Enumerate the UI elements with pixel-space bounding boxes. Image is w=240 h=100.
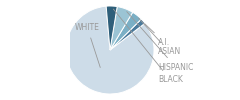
Text: WHITE: WHITE	[75, 24, 100, 68]
Wedge shape	[110, 7, 133, 50]
Wedge shape	[66, 6, 154, 94]
Text: A.I.: A.I.	[144, 24, 170, 46]
Wedge shape	[106, 6, 117, 50]
Wedge shape	[110, 19, 145, 50]
Wedge shape	[110, 12, 141, 50]
Text: ASIAN: ASIAN	[138, 18, 181, 56]
Text: HISPANIC: HISPANIC	[127, 12, 193, 72]
Text: BLACK: BLACK	[113, 9, 183, 84]
